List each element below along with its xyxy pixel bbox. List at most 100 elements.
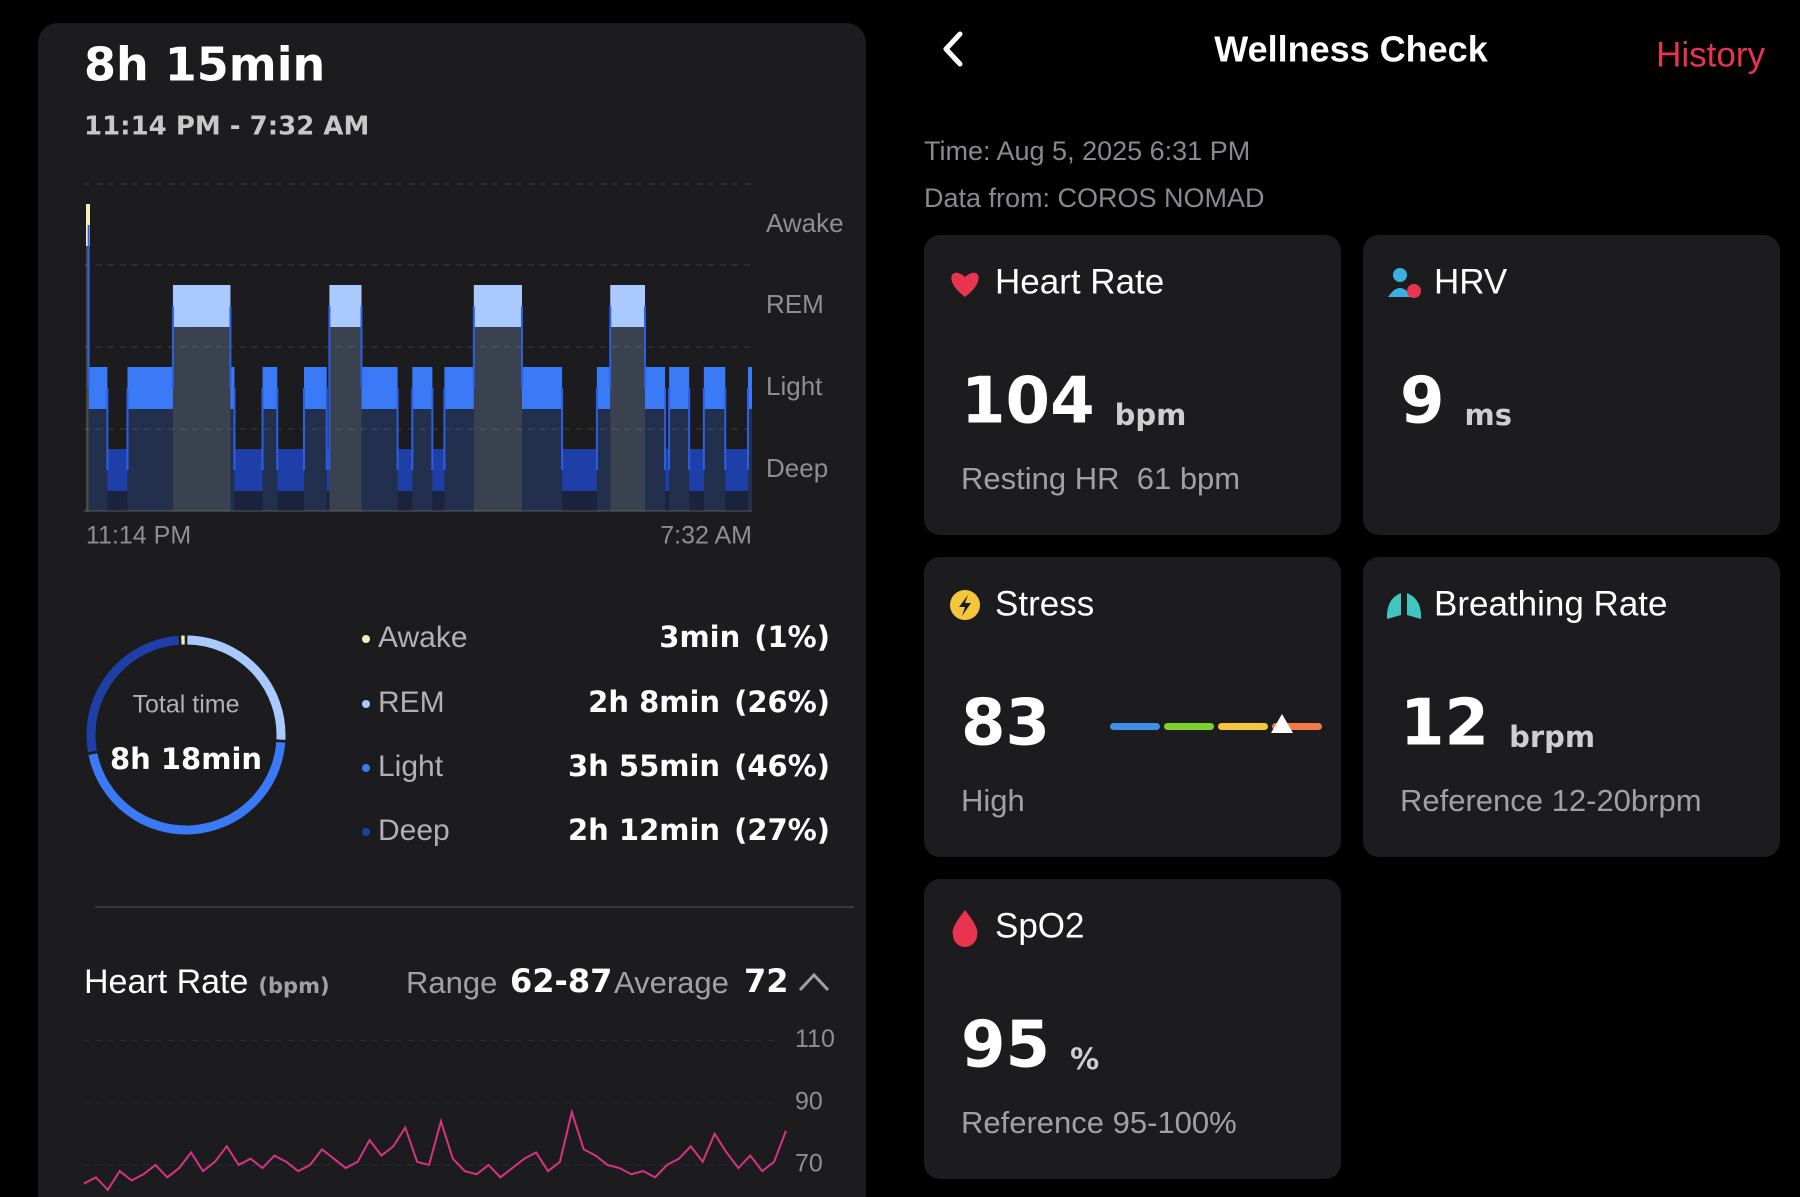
y-tick-label: 70 [795,1150,823,1178]
stage-block [521,367,563,409]
legend-dot [362,700,370,708]
stage-block [329,285,362,327]
average-value: 72 [744,962,789,1000]
sleep-time-range: 11:14 PM - 7:32 AM [84,112,369,142]
range-label: Range [406,965,497,1000]
stage-duration: 3h 55min [568,749,720,783]
stage-block [747,367,752,409]
sleep-panel [38,23,866,1197]
stage-block [88,367,108,409]
measure-time: Time: Aug 5, 2025 6:31 PM [924,136,1250,166]
stage-fill [397,491,413,511]
average-label: Average [614,965,729,1000]
stage-block [361,367,398,409]
stage-block [432,449,445,491]
stage-block [444,367,474,409]
stage-fill [703,409,726,511]
card-title: Stress [995,584,1094,623]
stage-block [397,449,413,491]
stage-fill [172,327,231,511]
stage-block [412,367,433,409]
card-value: 12 [1400,687,1489,761]
stage-fill [610,327,646,511]
stage-fill [361,409,398,511]
stress-scale [1164,723,1214,730]
donut-segment [86,635,180,753]
metric-card[interactable] [1363,235,1780,535]
data-source: Data from: COROS NOMAD [924,183,1265,213]
total-label: Total time [133,691,240,719]
stage-block [562,449,597,491]
metric-card[interactable] [924,557,1341,857]
stage-block [262,367,278,409]
stage-fill [303,409,327,511]
stage-duration: 2h 12min [568,813,720,847]
stage-fill [326,491,330,511]
stage-fill [444,409,474,511]
collapse-caret[interactable] [798,972,830,992]
card-note: Reference 12-20brpm [1400,783,1702,818]
card-value: 9 [1400,365,1445,439]
stage-percent: (1%) [754,620,830,654]
card-unit: ms [1465,398,1512,432]
donut-segment [88,741,286,835]
legend-dot [362,828,370,836]
stage-block [645,367,666,409]
stage-fill [230,409,235,511]
back-button[interactable] [943,31,963,67]
card-title: Breathing Rate [1434,584,1667,623]
history-link[interactable]: History [1656,35,1765,74]
metric-card[interactable] [1363,557,1780,857]
sleep-duration: 8h 15min [84,38,325,92]
metric-card[interactable] [924,235,1341,535]
heart-icon [951,272,979,297]
y-tick-label: 110 [795,1025,835,1053]
card-unit: % [1070,1042,1099,1076]
card-title: Heart Rate [995,262,1164,301]
card-unit: bpm [1115,398,1187,432]
stage-fill [107,491,128,511]
stage-block [665,449,670,491]
card-value: 83 [961,687,1050,761]
y-tick-label: 90 [795,1087,823,1115]
stage-block [725,449,748,491]
stage-duration: 2h 8min [588,685,720,719]
card-value: 104 [961,365,1095,439]
page-title: Wellness Check [1214,29,1488,70]
metric-card[interactable] [924,879,1341,1179]
stage-name: REM [378,686,445,719]
card-note: High [961,783,1025,818]
stage-name: Awake [378,621,468,654]
stage-fill [329,327,362,511]
stage-block [230,367,235,409]
stage-label: Light [766,371,823,401]
card-unit: brpm [1509,720,1595,754]
stage-fill [88,409,108,511]
stage-fill [234,491,263,511]
range-value: 62-87 [510,962,612,1000]
stage-duration: 3min [659,620,740,654]
stage-block [172,285,231,327]
hr-title: Heart Rate [84,963,248,1001]
hrv-icon [1393,268,1407,282]
stage-fill [412,409,433,511]
stage-percent: (26%) [734,685,830,719]
stress-scale [1110,723,1160,730]
stage-percent: (27%) [734,813,830,847]
card-value: 95 [961,1009,1050,1083]
stage-fill [473,327,522,511]
stage-fill [86,246,89,511]
lungs-icon [1386,593,1401,619]
stage-label: Deep [766,453,828,483]
legend-dot [362,635,370,643]
stage-block [473,285,522,327]
stage-fill [562,491,597,511]
stage-name: Deep [378,814,450,847]
stage-fill [669,409,690,511]
heart-rate-line [83,1108,787,1192]
stage-fill [645,409,666,511]
stage-block [303,367,327,409]
stage-block [234,449,263,491]
x-label: 11:14 PM [86,522,191,550]
